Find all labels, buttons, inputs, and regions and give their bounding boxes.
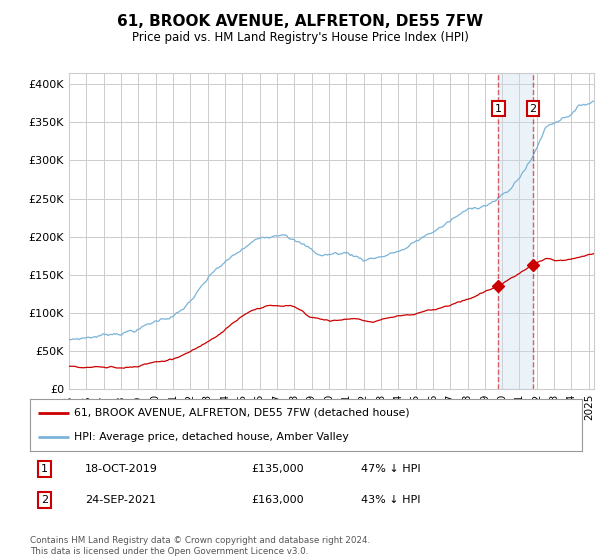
Text: Price paid vs. HM Land Registry's House Price Index (HPI): Price paid vs. HM Land Registry's House … [131, 31, 469, 44]
Text: 24-SEP-2021: 24-SEP-2021 [85, 495, 157, 505]
Text: Contains HM Land Registry data © Crown copyright and database right 2024.
This d: Contains HM Land Registry data © Crown c… [30, 536, 370, 556]
Text: 43% ↓ HPI: 43% ↓ HPI [361, 495, 421, 505]
Text: 18-OCT-2019: 18-OCT-2019 [85, 464, 158, 474]
Text: £163,000: £163,000 [251, 495, 304, 505]
Text: HPI: Average price, detached house, Amber Valley: HPI: Average price, detached house, Ambe… [74, 432, 349, 442]
Text: 2: 2 [41, 495, 48, 505]
Bar [498, 73, 533, 389]
Text: 47% ↓ HPI: 47% ↓ HPI [361, 464, 421, 474]
Text: £135,000: £135,000 [251, 464, 304, 474]
Text: 1: 1 [41, 464, 48, 474]
Text: 61, BROOK AVENUE, ALFRETON, DE55 7FW (detached house): 61, BROOK AVENUE, ALFRETON, DE55 7FW (de… [74, 408, 410, 418]
Text: 1: 1 [495, 104, 502, 114]
Text: 61, BROOK AVENUE, ALFRETON, DE55 7FW: 61, BROOK AVENUE, ALFRETON, DE55 7FW [117, 14, 483, 29]
Text: 2: 2 [530, 104, 536, 114]
